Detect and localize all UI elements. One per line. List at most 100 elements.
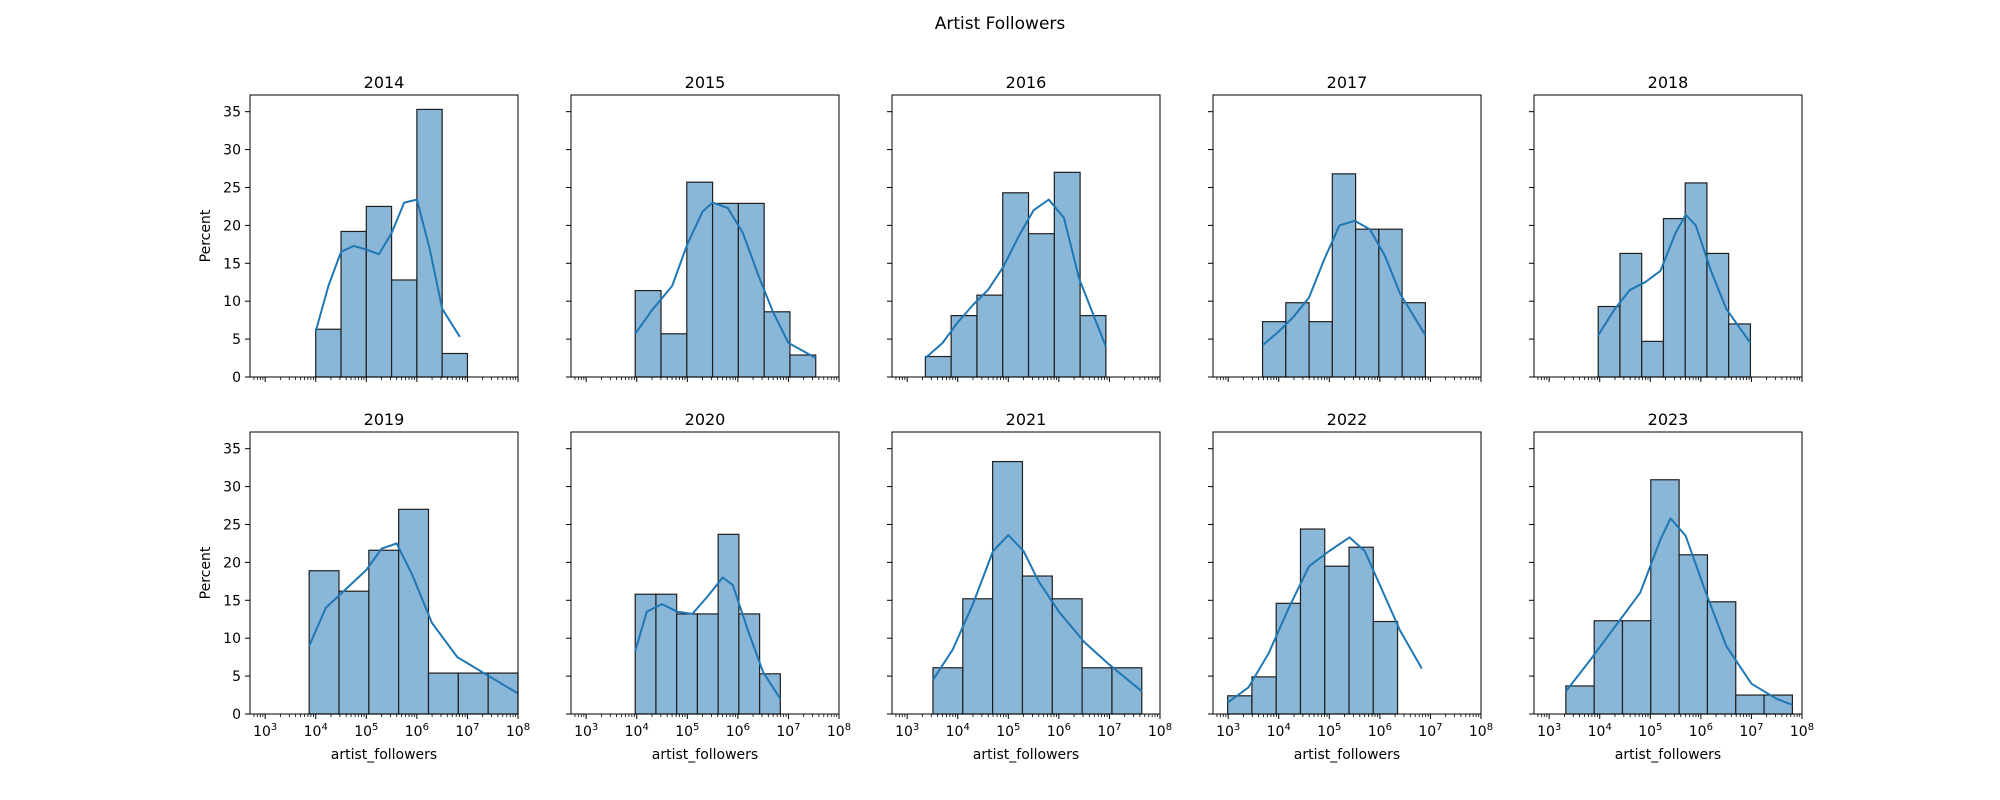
bar-group bbox=[315, 108, 469, 378]
histogram-bar bbox=[711, 202, 739, 378]
histogram-bar bbox=[1324, 565, 1350, 715]
subplot-title: 2019 bbox=[364, 410, 405, 429]
histogram-bar bbox=[1735, 694, 1765, 715]
histogram-bar bbox=[976, 294, 1004, 378]
bar-group bbox=[1261, 173, 1426, 378]
figure-title: Artist Followers bbox=[935, 14, 1066, 34]
histogram-bar bbox=[634, 593, 657, 715]
histogram-bar bbox=[1621, 620, 1652, 715]
x-tick-label: 103 bbox=[253, 722, 277, 740]
x-tick-label: 106 bbox=[1368, 722, 1392, 740]
y-tick-label: 10 bbox=[223, 631, 241, 647]
y-tick-label: 0 bbox=[232, 370, 241, 386]
histogram-bar bbox=[1299, 528, 1326, 715]
histogram-bar bbox=[308, 570, 340, 715]
kde-line bbox=[314, 198, 461, 338]
x-tick-label: 104 bbox=[1267, 722, 1291, 740]
x-tick-label: 105 bbox=[675, 722, 699, 740]
x-axis-label: artist_followers bbox=[973, 747, 1079, 763]
y-tick-label: 35 bbox=[223, 442, 241, 458]
histogram-bar bbox=[1662, 217, 1686, 378]
axes-frame bbox=[249, 94, 519, 378]
subplot-title: 2022 bbox=[1327, 410, 1368, 429]
histogram-bar bbox=[924, 355, 952, 378]
subplot-2022: 103 104 105 106 107 108 2022 artist_followers bbox=[1208, 410, 1493, 763]
histogram-bar bbox=[315, 328, 342, 378]
histogram-bar bbox=[368, 549, 400, 715]
y-tick-label: 30 bbox=[223, 480, 241, 496]
x-tick-label: 107 bbox=[1739, 722, 1763, 740]
histogram-bar bbox=[1002, 192, 1030, 378]
x-tick-label: 105 bbox=[354, 722, 378, 740]
x-tick-label: 104 bbox=[304, 722, 328, 740]
bar-group bbox=[1227, 528, 1399, 715]
bar-group bbox=[308, 508, 519, 715]
bar-group bbox=[1597, 182, 1752, 378]
x-axis-label: artist_followers bbox=[1294, 747, 1400, 763]
x-tick-label: 104 bbox=[1588, 722, 1612, 740]
histogram-bar bbox=[1348, 546, 1374, 715]
x-tick-label: 108 bbox=[1148, 722, 1172, 740]
bar-group bbox=[932, 460, 1143, 715]
histogram-bar bbox=[1261, 321, 1287, 378]
histogram-bar bbox=[1111, 667, 1143, 715]
histogram-bar bbox=[676, 613, 699, 715]
kde-line bbox=[1227, 536, 1423, 704]
y-tick-label: 25 bbox=[223, 517, 241, 533]
histogram-bar bbox=[1401, 302, 1426, 378]
subplot-title: 2020 bbox=[685, 410, 726, 429]
histogram-bar bbox=[1051, 598, 1083, 715]
histogram-bar bbox=[416, 108, 443, 378]
subplot-2017: 2017 bbox=[1208, 73, 1482, 382]
kde-line bbox=[634, 576, 782, 700]
x-tick-label: 103 bbox=[574, 722, 598, 740]
kde-line bbox=[1261, 219, 1427, 346]
histogram-bar bbox=[1641, 340, 1665, 378]
y-tick-label: 20 bbox=[223, 555, 241, 571]
axes-frame bbox=[570, 431, 840, 715]
x-tick-label: 105 bbox=[996, 722, 1020, 740]
histogram-bar bbox=[992, 460, 1024, 715]
x-axis-label: artist_followers bbox=[331, 747, 437, 763]
histogram-bar bbox=[338, 590, 370, 715]
y-tick-label: 30 bbox=[223, 143, 241, 159]
histogram-bar bbox=[1227, 695, 1253, 715]
axes-frame bbox=[891, 431, 1161, 715]
subplot-2014: 0 5 10 15 20 25 30 35 2014 Percent bbox=[198, 73, 519, 386]
histogram-bar bbox=[737, 202, 765, 378]
subplot-2021: 103 104 105 106 107 108 2021 artist_followers bbox=[887, 410, 1172, 763]
subplot-2016: 2016 bbox=[887, 73, 1161, 382]
histogram-bar bbox=[1619, 252, 1643, 378]
x-tick-label: 107 bbox=[776, 722, 800, 740]
x-tick-label: 107 bbox=[455, 722, 479, 740]
histogram-bar bbox=[340, 230, 367, 378]
histogram-bar bbox=[1684, 182, 1708, 378]
bar-group bbox=[634, 533, 781, 715]
subplot-title: 2016 bbox=[1006, 73, 1047, 92]
axes-frame bbox=[891, 94, 1161, 378]
histogram-bar bbox=[1728, 323, 1752, 378]
x-tick-label: 108 bbox=[506, 722, 530, 740]
x-tick-label: 103 bbox=[895, 722, 919, 740]
x-tick-label: 107 bbox=[1418, 722, 1442, 740]
subplot-2023: 103 104 105 106 107 108 2023 artist_followers bbox=[1529, 410, 1814, 763]
histogram-bar bbox=[717, 533, 740, 715]
histogram-bar bbox=[696, 613, 719, 715]
subplot-2018: 2018 bbox=[1529, 73, 1803, 382]
histogram-bar bbox=[1275, 602, 1302, 715]
kde-line bbox=[308, 542, 519, 695]
y-axis-label: Percent bbox=[198, 546, 214, 599]
axes-frame bbox=[1212, 431, 1482, 715]
axes-frame bbox=[1533, 94, 1803, 378]
histogram-bar bbox=[1021, 575, 1053, 715]
x-tick-label: 106 bbox=[405, 722, 429, 740]
histogram-bar bbox=[1678, 554, 1709, 715]
histogram-bar bbox=[1706, 601, 1737, 715]
histogram-bar bbox=[1079, 314, 1107, 378]
x-tick-label: 103 bbox=[1537, 722, 1561, 740]
y-tick-label: 5 bbox=[232, 332, 241, 348]
histogram-bar bbox=[1706, 252, 1730, 378]
histogram-bar bbox=[1354, 228, 1380, 378]
histogram-bar bbox=[365, 205, 393, 378]
